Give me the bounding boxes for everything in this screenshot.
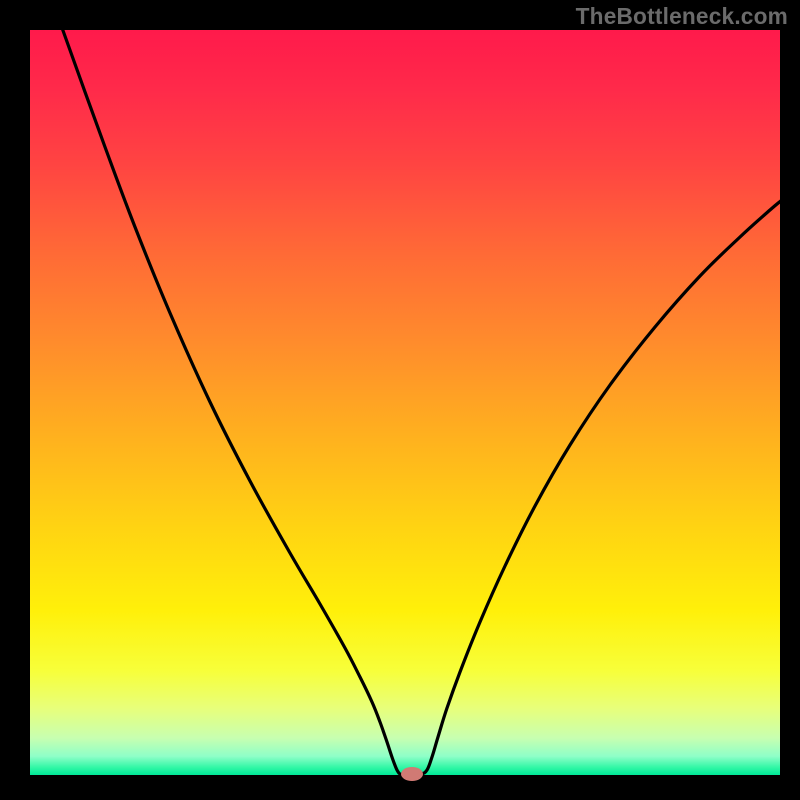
chart-stage: TheBottleneck.com — [0, 0, 800, 800]
minimum-marker — [401, 767, 423, 781]
watermark-text: TheBottleneck.com — [576, 3, 788, 30]
plot-background — [30, 30, 780, 775]
bottleneck-chart — [0, 0, 800, 800]
